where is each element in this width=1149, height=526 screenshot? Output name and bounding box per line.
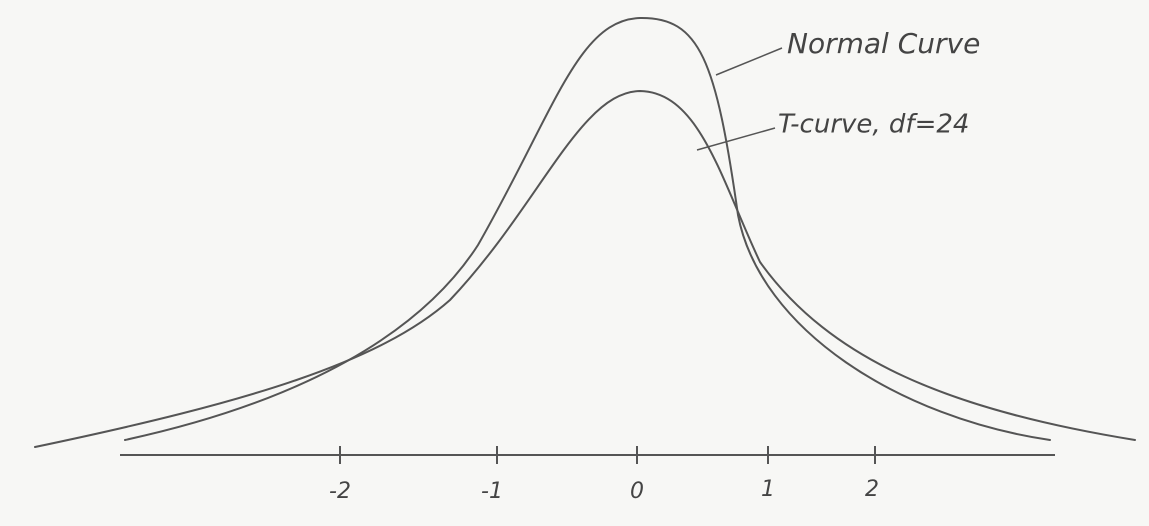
- tick-label: 1: [761, 477, 775, 502]
- normal-curve-label: Normal Curve: [787, 27, 980, 60]
- paper: [0, 0, 1149, 526]
- sketch: -2 -1 0 1 2 Normal Curve T-curve, df=24: [0, 0, 1149, 526]
- t-curve-label: T-curve, df=24: [778, 110, 969, 140]
- tick-label: 0: [630, 479, 644, 504]
- tick-label: 2: [865, 477, 879, 502]
- tick-label: -1: [481, 479, 503, 504]
- tick-label: -2: [329, 479, 351, 504]
